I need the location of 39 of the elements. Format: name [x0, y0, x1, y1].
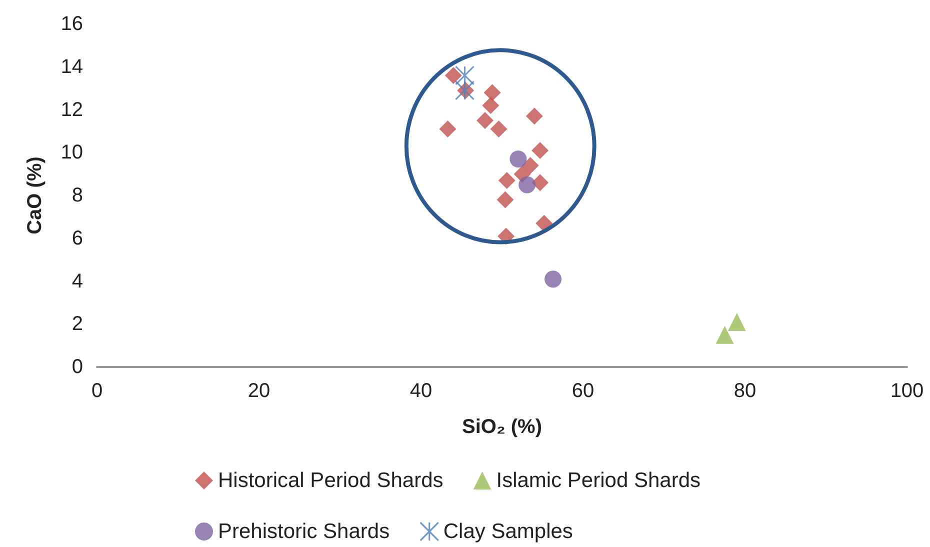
y-tick-label: 10 — [60, 142, 83, 164]
point — [510, 150, 527, 168]
x-tick-label: 60 — [572, 380, 594, 402]
x-tick-label: 80 — [734, 380, 756, 402]
x-tick-label: 40 — [410, 380, 432, 402]
point — [498, 172, 516, 189]
y-axis-title: CaO (%) — [24, 156, 46, 234]
y-tick-label: 16 — [60, 13, 83, 35]
y-tick-label: 12 — [60, 98, 83, 121]
point — [444, 66, 462, 84]
y-tick-label: 4 — [72, 270, 83, 292]
point — [716, 326, 734, 344]
point — [496, 191, 514, 208]
point — [482, 96, 500, 114]
point — [536, 214, 553, 232]
point — [484, 84, 501, 102]
y-tick-label: 0 — [72, 356, 83, 378]
point — [544, 270, 562, 288]
y-tick-label: 8 — [72, 184, 83, 206]
y-tick-label: 14 — [60, 56, 83, 78]
y-tick-label: 2 — [72, 313, 83, 336]
point — [522, 156, 539, 174]
point — [439, 120, 456, 138]
point — [526, 108, 543, 125]
legend-label: Historical Period Shards — [218, 469, 444, 492]
legend-label: Clay Samples — [443, 520, 573, 543]
legend-label: Prehistoric Shards — [218, 520, 390, 543]
y-tick-label: 6 — [72, 227, 83, 250]
point — [728, 312, 746, 331]
x-tick-label: 0 — [91, 380, 103, 402]
point — [476, 112, 494, 129]
point — [518, 176, 536, 194]
x-tick-label: 20 — [248, 380, 270, 402]
x-axis-title: SiO₂ (%) — [462, 416, 542, 438]
point — [532, 142, 549, 159]
legend-label: Islamic Period Shards — [496, 469, 701, 492]
x-tick-label: 100 — [890, 380, 924, 402]
point — [490, 120, 508, 138]
point — [454, 66, 475, 86]
